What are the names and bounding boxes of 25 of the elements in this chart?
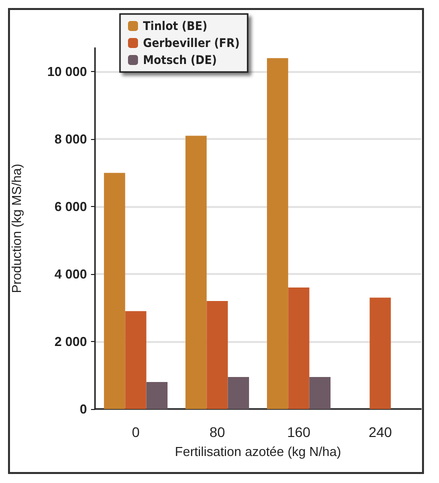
bar: [309, 376, 331, 409]
x-tick-label: 80: [209, 424, 226, 440]
bar: [288, 288, 310, 409]
bar: [104, 172, 126, 409]
bar: [228, 376, 250, 409]
legend-label: Gerbeviller (FR): [143, 36, 240, 50]
bar: [370, 298, 391, 409]
legend-label: Tinlot (BE): [143, 19, 208, 33]
y-tick-label: 2 000: [54, 334, 87, 350]
y-tick-label: 10 000: [47, 64, 87, 80]
x-tick-label: 0: [132, 424, 140, 440]
bar: [206, 301, 228, 409]
x-tick-label: 160: [287, 424, 311, 440]
x-axis-title: Fertilisation azotée (kg N/ha): [174, 444, 342, 459]
bar: [266, 58, 288, 409]
bar: [146, 382, 168, 409]
y-tick-label: 6 000: [54, 199, 87, 214]
x-tick-label: 240: [368, 424, 392, 440]
y-tick-label: 8 000: [54, 132, 87, 147]
y-tick-label: 0: [80, 402, 87, 416]
legend-label: Motsch (DE): [143, 53, 217, 67]
bar: [185, 136, 207, 409]
bar: [125, 311, 146, 409]
y-axis-title: Production (kg MS/ha): [9, 164, 24, 294]
y-tick-label: 4 000: [54, 266, 87, 282]
